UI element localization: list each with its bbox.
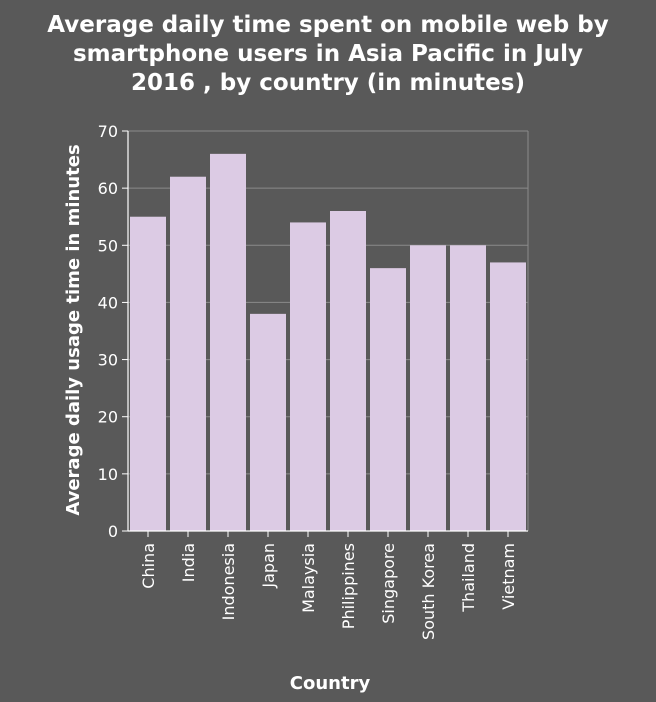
chart-title-line-3: 2016 , by country (in minutes): [131, 70, 525, 96]
bar-japan: [250, 313, 286, 531]
x-tick-label: Thailand: [459, 543, 478, 613]
x-tick-label: India: [179, 543, 198, 582]
x-tick-label: China: [139, 543, 158, 589]
y-tick-label: 60: [98, 179, 118, 198]
x-tick-label: Philippines: [339, 543, 358, 629]
bar-thailand: [450, 245, 486, 532]
bar-malaysia: [290, 222, 326, 531]
y-tick-labels: 0 10 20 30 40 50 60 70: [98, 122, 118, 541]
bars: [130, 153, 526, 532]
chart-title-line-1: Average daily time spent on mobile web b…: [47, 12, 608, 38]
y-tick-label: 10: [98, 465, 118, 484]
y-tick-label: 50: [98, 236, 118, 255]
bar-china: [130, 216, 166, 531]
y-tick-label: 20: [98, 408, 118, 427]
x-tick-label: Malaysia: [299, 543, 318, 613]
bar-indonesia: [210, 153, 246, 531]
x-tick-label: Indonesia: [219, 543, 238, 620]
bar-vietnam: [490, 262, 526, 531]
chart-title: Average daily time spent on mobile web b…: [47, 12, 608, 96]
y-tick-label: 0: [108, 522, 118, 541]
bar-singapore: [370, 268, 406, 531]
x-tick-labels: China India Indonesia Japan Malaysia Philippi…: [139, 543, 518, 640]
y-tick-label: 30: [98, 351, 118, 370]
chart-title-line-2: smartphone users in Asia Pacific in July: [73, 41, 583, 67]
y-tick-label: 40: [98, 293, 118, 312]
x-axis-title: Country: [290, 673, 371, 694]
x-tick-label: South Korea: [419, 543, 438, 640]
y-axis-title: Average daily usage time in minutes: [63, 144, 84, 515]
x-tick-label: Vietnam: [499, 543, 518, 610]
bar-south-korea: [410, 245, 446, 532]
axes: [122, 130, 528, 537]
y-tick-label: 70: [98, 122, 118, 141]
x-tick-label: Singapore: [379, 543, 398, 624]
x-tick-label: Japan: [259, 543, 278, 589]
bar-philippines: [330, 211, 366, 531]
bar-india: [170, 176, 206, 531]
